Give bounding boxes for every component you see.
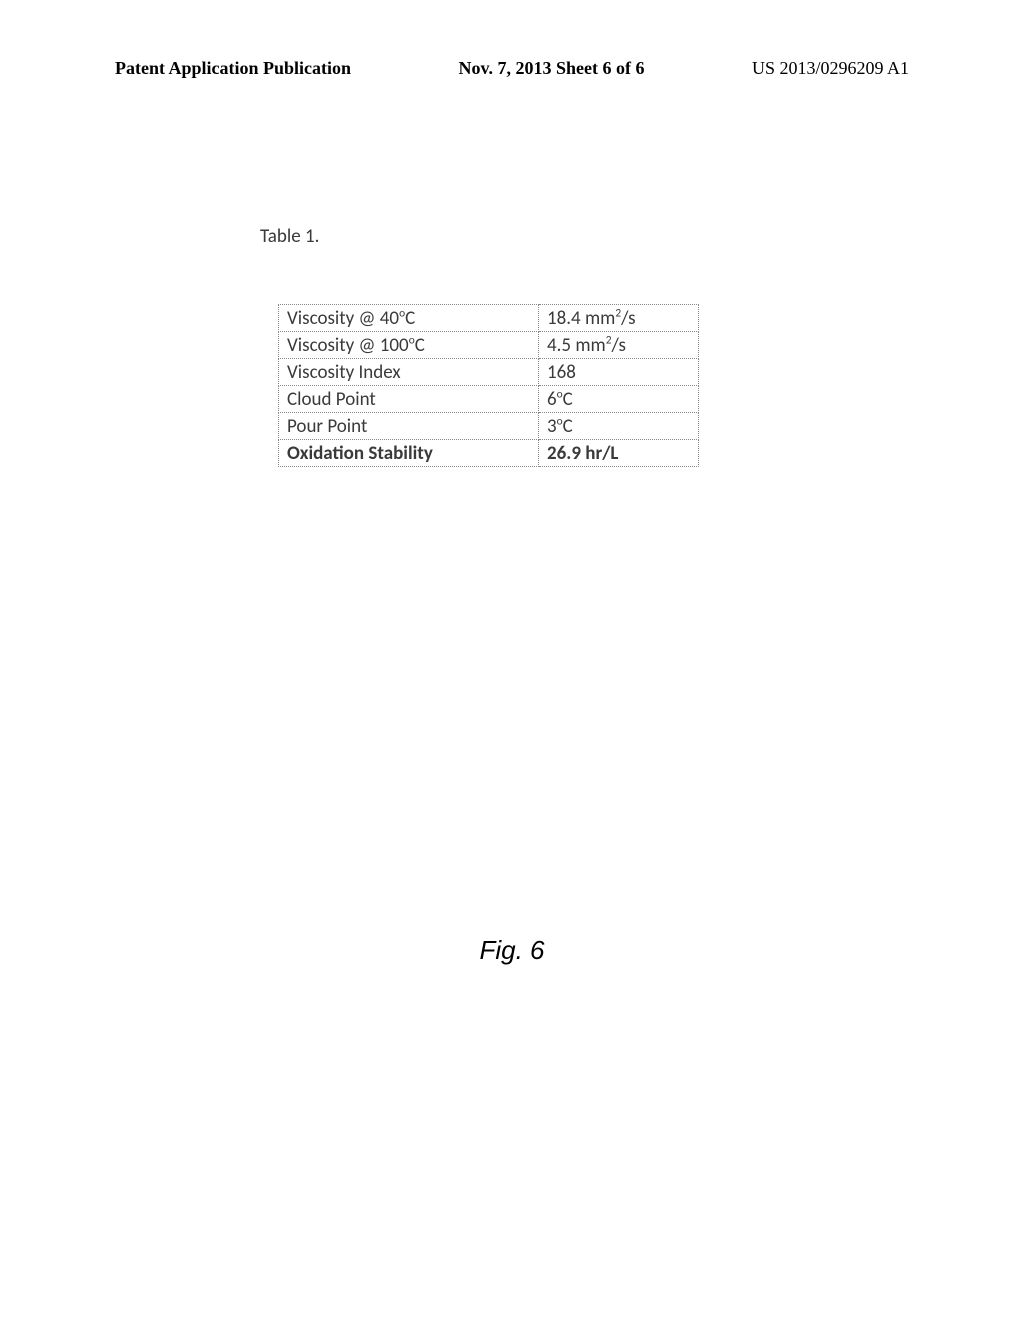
- header-left: Patent Application Publication: [115, 58, 351, 79]
- property-cell: Viscosity @ 40oC: [279, 305, 539, 332]
- value-cell: 168: [539, 359, 699, 386]
- table-row: Pour Point3oC: [279, 413, 699, 440]
- value-cell: 26.9 hr/L: [539, 440, 699, 467]
- table-row: Viscosity Index168: [279, 359, 699, 386]
- table-caption: Table 1.: [260, 225, 319, 248]
- property-cell: Viscosity Index: [279, 359, 539, 386]
- value-cell: 3oC: [539, 413, 699, 440]
- table-row: Viscosity @ 40oC18.4 mm2/s: [279, 305, 699, 332]
- page-header: Patent Application Publication Nov. 7, 2…: [0, 58, 1024, 79]
- figure-label: Fig. 6: [0, 935, 1024, 966]
- table-row: Oxidation Stability26.9 hr/L: [279, 440, 699, 467]
- value-cell: 18.4 mm2/s: [539, 305, 699, 332]
- value-cell: 6oC: [539, 386, 699, 413]
- property-cell: Pour Point: [279, 413, 539, 440]
- property-cell: Cloud Point: [279, 386, 539, 413]
- header-right: US 2013/0296209 A1: [752, 58, 909, 79]
- property-cell: Oxidation Stability: [279, 440, 539, 467]
- table-row: Viscosity @ 100oC4.5 mm2/s: [279, 332, 699, 359]
- header-center: Nov. 7, 2013 Sheet 6 of 6: [459, 58, 645, 79]
- properties-table: Viscosity @ 40oC18.4 mm2/sViscosity @ 10…: [278, 304, 699, 467]
- table-row: Cloud Point6oC: [279, 386, 699, 413]
- property-cell: Viscosity @ 100oC: [279, 332, 539, 359]
- value-cell: 4.5 mm2/s: [539, 332, 699, 359]
